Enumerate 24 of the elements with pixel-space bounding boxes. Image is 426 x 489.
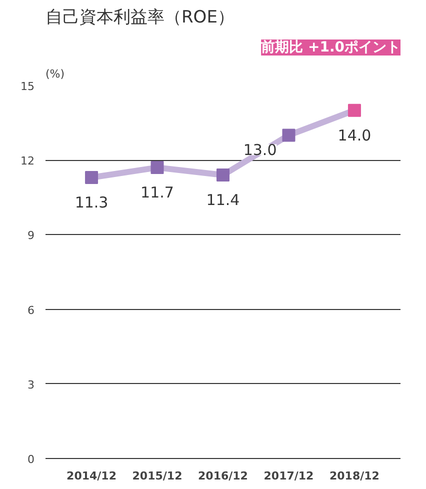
point	[282, 128, 296, 142]
data-label: 14.0	[338, 126, 372, 144]
data-label: 11.4	[206, 191, 240, 210]
x-tick-label: 2018/12	[330, 470, 380, 482]
y-tick-label: 0	[28, 453, 34, 466]
point	[85, 171, 98, 184]
data-label: 11.7	[140, 184, 174, 202]
y-tick-label: 9	[28, 229, 34, 242]
x-tick-label: 2015/12	[132, 470, 182, 482]
y-axis-title: (%)	[46, 68, 65, 80]
y-tick-label: 6	[28, 304, 34, 317]
x-tick-label: 2016/12	[198, 470, 248, 482]
point	[150, 161, 164, 174]
x-tick-label: 2017/12	[264, 470, 314, 482]
y-tick-label: 15	[20, 80, 35, 93]
chart-title: 自己資本利益率（ROE）	[46, 8, 234, 28]
data-label: 11.3	[74, 194, 108, 212]
y-tick-label: 3	[28, 378, 34, 392]
point	[216, 168, 230, 182]
text: 前期比 +1.0ポイント	[260, 40, 400, 56]
y-tick-label: 12	[20, 154, 35, 168]
data-label: 13.0	[243, 141, 277, 160]
point	[348, 104, 361, 117]
x-tick-label: 2014/12	[66, 470, 116, 482]
